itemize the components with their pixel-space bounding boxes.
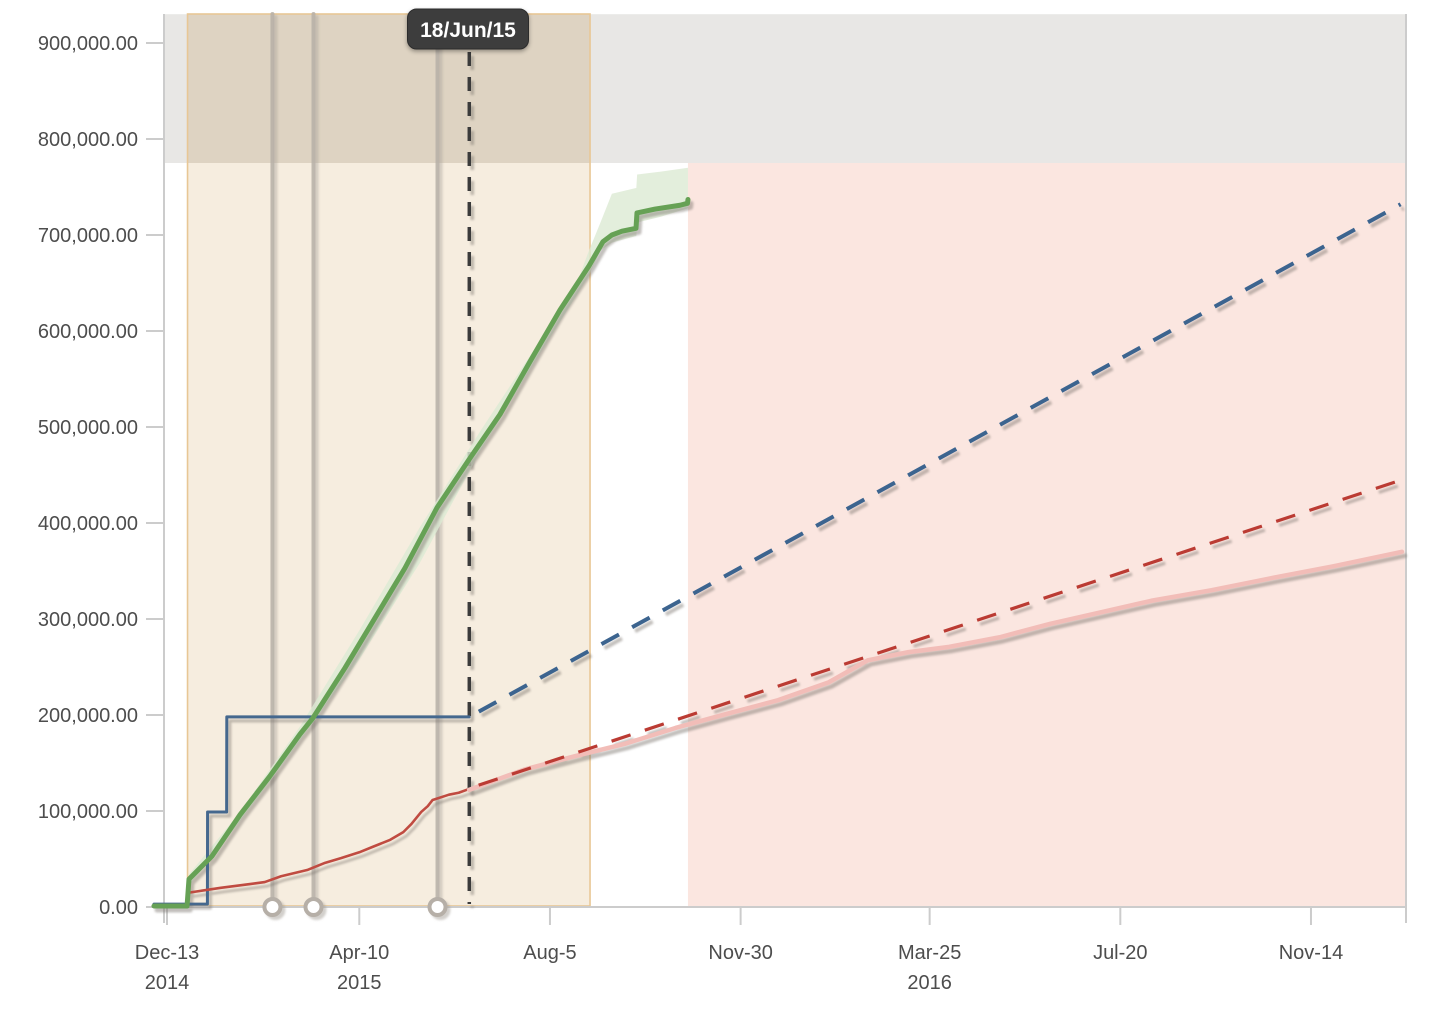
chart-axes: 0.00 100,000.00 200,000.00 300,000.00 400,00… — [38, 14, 1407, 994]
confidence-band-group — [188, 167, 688, 886]
milestone-marker[interactable] — [262, 897, 283, 917]
x-tick-label: Mar-25 — [898, 942, 961, 964]
active-phase-top — [187, 14, 591, 163]
x-tick-label: Jul-20 — [1093, 942, 1147, 964]
y-tick-label: 900,000.00 — [38, 33, 138, 55]
forecast-phase — [687, 163, 1406, 907]
y-tick-label: 300,000.00 — [38, 609, 138, 631]
y-tick-label: 400,000.00 — [38, 513, 138, 535]
milestone-markers — [262, 12, 448, 917]
y-tick-label: 700,000.00 — [38, 225, 138, 247]
x-tick-year-label: 2016 — [907, 972, 952, 994]
x-tick-year-label: 2014 — [145, 972, 190, 994]
y-tick-label: 600,000.00 — [38, 321, 138, 343]
today-tooltip-bubble[interactable] — [407, 8, 529, 50]
active-phase — [187, 163, 591, 907]
x-tick-label: Aug-5 — [523, 942, 576, 964]
y-tick-label: 0.00 — [99, 897, 138, 919]
scope-forecast-line — [469, 202, 1402, 718]
milestone-marker[interactable] — [303, 897, 324, 917]
x-tick-label: Nov-14 — [1279, 942, 1343, 964]
y-tick-label: 100,000.00 — [38, 801, 138, 823]
x-tick-label: Dec-13 — [135, 942, 199, 964]
y-tick-label: 500,000.00 — [38, 417, 138, 439]
today-tooltip[interactable]: 18/Jun/15 — [407, 8, 529, 50]
value-projection-line — [466, 549, 1405, 793]
milestone-marker[interactable] — [427, 897, 448, 917]
y-tick-label: 200,000.00 — [38, 705, 138, 727]
completed-confidence-band — [188, 167, 688, 886]
x-tick-label: Apr-10 — [329, 942, 389, 964]
today-tooltip-label: 18/Jun/15 — [420, 19, 516, 42]
chart-regions — [164, 13, 1406, 907]
completed-work-line — [151, 196, 691, 909]
x-tick-label: Nov-30 — [708, 942, 772, 964]
value-actual-line — [152, 787, 471, 908]
x-tick-year-label: 2015 — [337, 972, 382, 994]
data-series — [151, 196, 1405, 909]
y-tick-label: 800,000.00 — [38, 129, 138, 151]
value-forecast-line — [469, 478, 1403, 790]
scope-actual-line — [152, 715, 471, 906]
